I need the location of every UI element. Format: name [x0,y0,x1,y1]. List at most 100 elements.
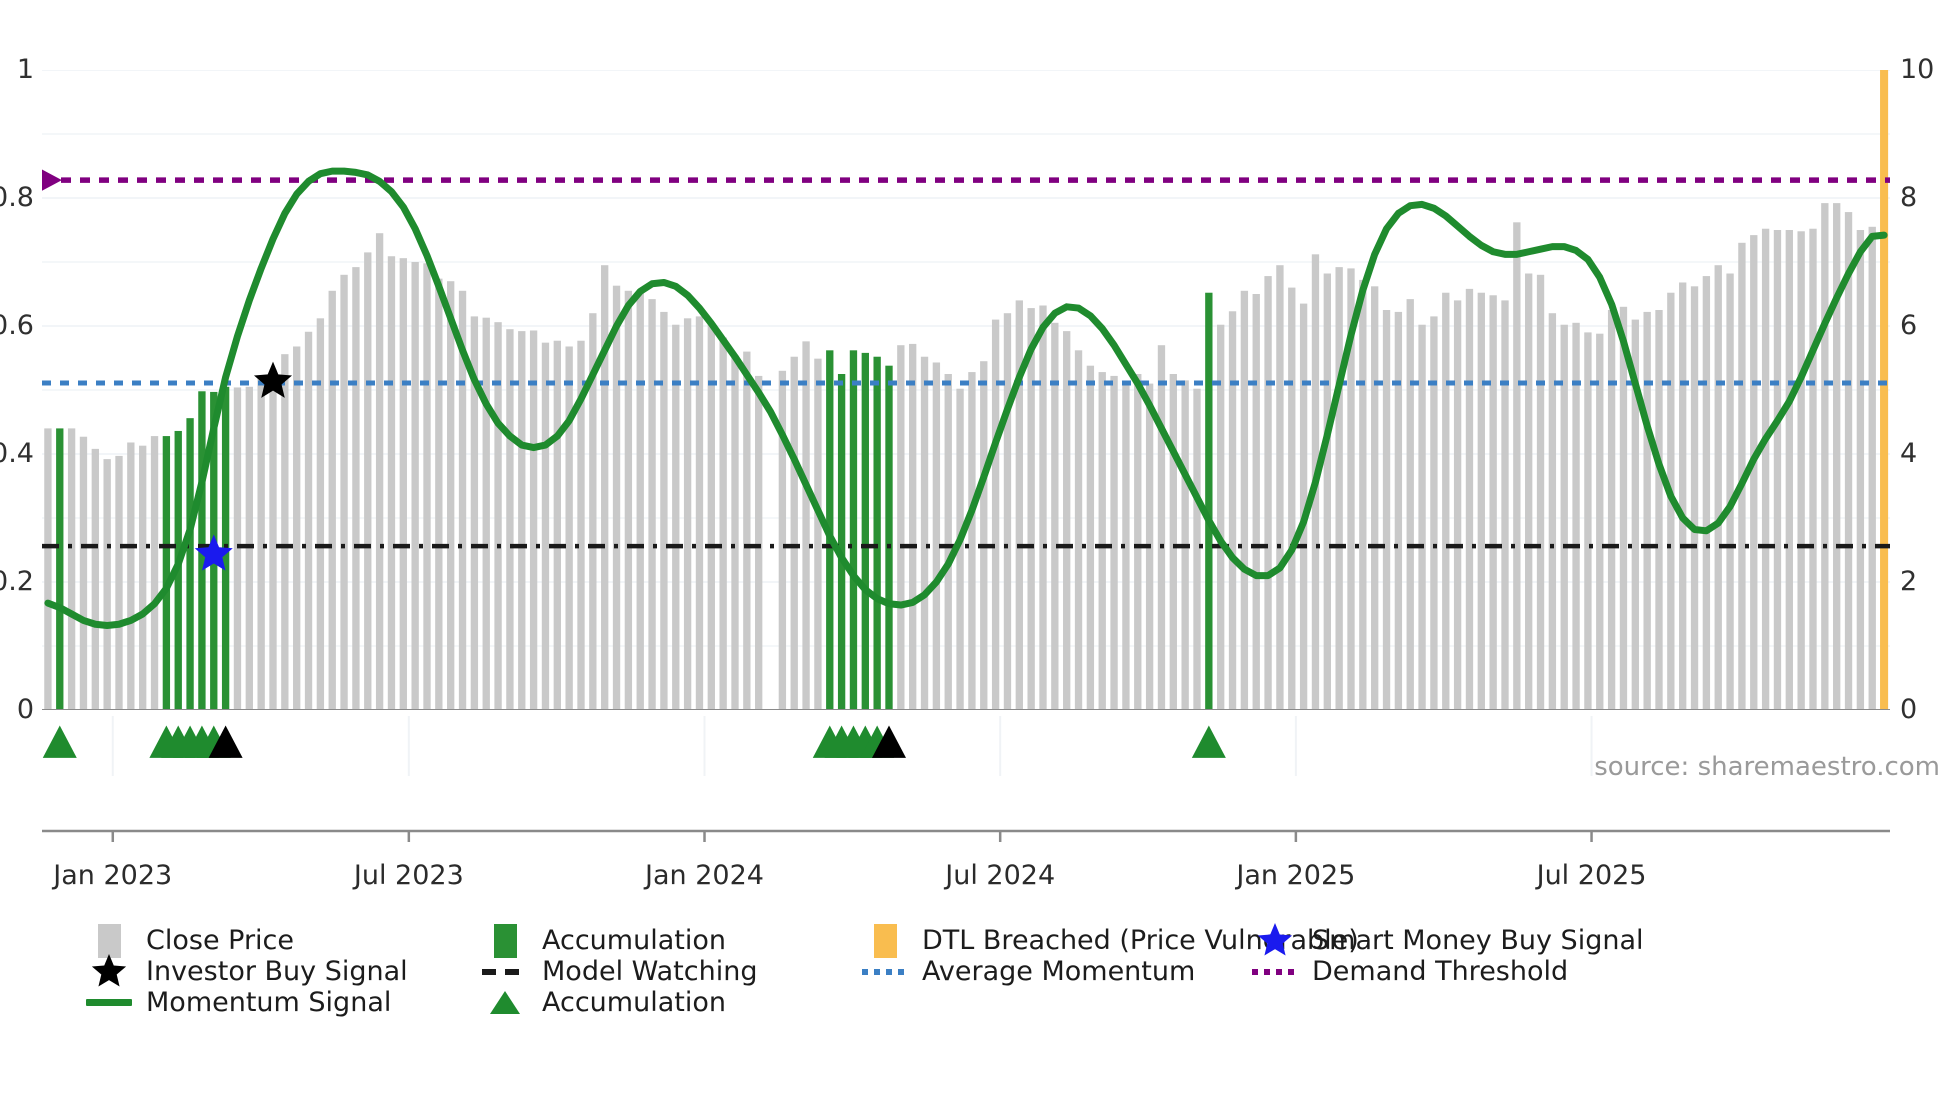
close-price-bar [1359,279,1367,710]
legend-label: Accumulation [542,925,726,956]
close-price-bar [944,374,952,710]
close-price-bar [802,341,810,710]
close-price-bar [387,256,396,710]
close-price-bar [1323,273,1331,710]
accumulation-triangle-row [42,716,1593,776]
triangle-swatch-icon [490,990,520,1014]
close-price-bar [1536,274,1545,710]
legend-label: Average Momentum [922,956,1196,987]
legend-demand-threshold[interactable]: Demand Threshold [1248,956,1568,987]
close-price-bar [1063,331,1071,710]
legend-swatch-triangle-icon [478,986,532,1020]
y-axis-right-tick-label: 4 [1900,438,1918,469]
legend-dtl-breached[interactable]: DTL Breached (Price Vulnerable) [858,923,1359,958]
close-price-bar [1027,308,1035,710]
close-price-bar [1442,292,1450,710]
legend-swatch-dot-icon [858,955,912,989]
close-price-bar [991,319,1000,710]
reference-lines [42,177,1890,549]
close-price-bar [1560,324,1568,710]
close-price-bar [139,445,147,710]
momentum-signal-path [44,167,1888,630]
close-price-bar [719,337,727,710]
close-price-bar [1726,273,1734,710]
smart-money-buy-signal-marker [194,534,233,571]
close-price-bar [553,340,561,710]
close-price-bar [529,330,538,710]
close-price-bar [909,343,917,710]
y-axis-right-tick-label: 0 [1900,694,1918,725]
close-price-bar [601,265,609,710]
close-price-bar [612,285,621,710]
close-price-bar [518,331,526,710]
close-price-bar [1418,324,1426,710]
close-price-bar [1465,288,1474,710]
y-axis-right-tick-label: 8 [1900,182,1918,213]
close-price-bar [316,318,325,710]
dtl-breached-band [1880,70,1889,710]
legend-swatch-bar-icon [858,923,912,958]
accumulation-triangle [208,725,243,758]
close-price-bar [897,345,905,710]
accumulation-triangle [872,725,906,758]
legend-label: DTL Breached (Price Vulnerable) [922,925,1359,956]
close-price-bar [1015,300,1023,710]
close-price-bar [577,340,585,710]
legend-momentum-signal[interactable]: Momentum Signal [82,987,391,1018]
close-price-bar [150,436,159,710]
legend-label: Demand Threshold [1312,956,1569,987]
legend-accumulation-bar[interactable]: Accumulation [478,923,726,958]
x-axis-tick-label: Jan 2024 [645,860,764,891]
legend-smart-money[interactable]: Smart Money Buy Signal [1248,922,1644,958]
accumulation-bar [837,374,846,710]
legend-investor-buy[interactable]: Investor Buy Signal [82,953,408,987]
investor-buy-signal-marker [253,361,293,398]
close-price-bar [1240,290,1249,710]
legend-label: Momentum Signal [146,987,392,1018]
y-axis-right-tick-label: 6 [1900,310,1918,341]
close-price-bar [660,311,668,710]
accumulation-bar [1205,292,1213,710]
close-price-bar [340,274,348,710]
demand-threshold-marker [42,169,62,191]
close-price-bar [1477,292,1485,710]
close-price-bar [447,281,455,710]
close-price-bar [411,262,419,710]
legend-average-momentum[interactable]: Average Momentum [858,956,1195,987]
close-price-bar [1631,319,1639,710]
close-price-bar [1453,300,1462,710]
accumulation-bar [861,352,869,710]
dot-swatch-icon [862,968,908,975]
close-price-bar [1619,306,1628,710]
close-price-bar [541,342,550,710]
legend-close-price[interactable]: Close Price [82,923,294,958]
legend-swatch-bar-icon [82,923,136,958]
close-price-bar [1157,345,1166,710]
close-price-bar [364,252,372,710]
close-price-bar [1051,322,1059,710]
close-price-bar [293,346,301,710]
close-price-bar [1868,226,1876,710]
legend-accumulation-triangle[interactable]: Accumulation [478,987,726,1018]
close-price-bar [1679,282,1687,710]
close-price-bar [1833,203,1841,710]
star-swatch-icon [1257,922,1293,956]
source-note: source: sharemaestro.com [1594,752,1940,782]
close-price-bar [1264,276,1272,710]
bar-swatch-icon [97,923,121,958]
close-price-bar [1809,228,1817,710]
close-price-bar [1785,230,1793,710]
x-axis-tick-label: Jul 2024 [945,860,1056,891]
close-price-bar [1074,350,1083,710]
close-price-bar [115,455,123,710]
close-price-bar [672,324,680,710]
close-price-bar [281,354,289,710]
close-price-bar [1193,388,1201,710]
close-price-bar [1347,268,1355,710]
close-price-bar [1276,265,1284,710]
legend-swatch-bar-icon [478,923,532,958]
legend-model-watching[interactable]: Model Watching [478,956,757,987]
legend-label: Close Price [146,925,294,956]
legend-swatch-star-icon [1248,922,1302,958]
y-axis-left-tick-label: 0.6 [0,310,34,341]
